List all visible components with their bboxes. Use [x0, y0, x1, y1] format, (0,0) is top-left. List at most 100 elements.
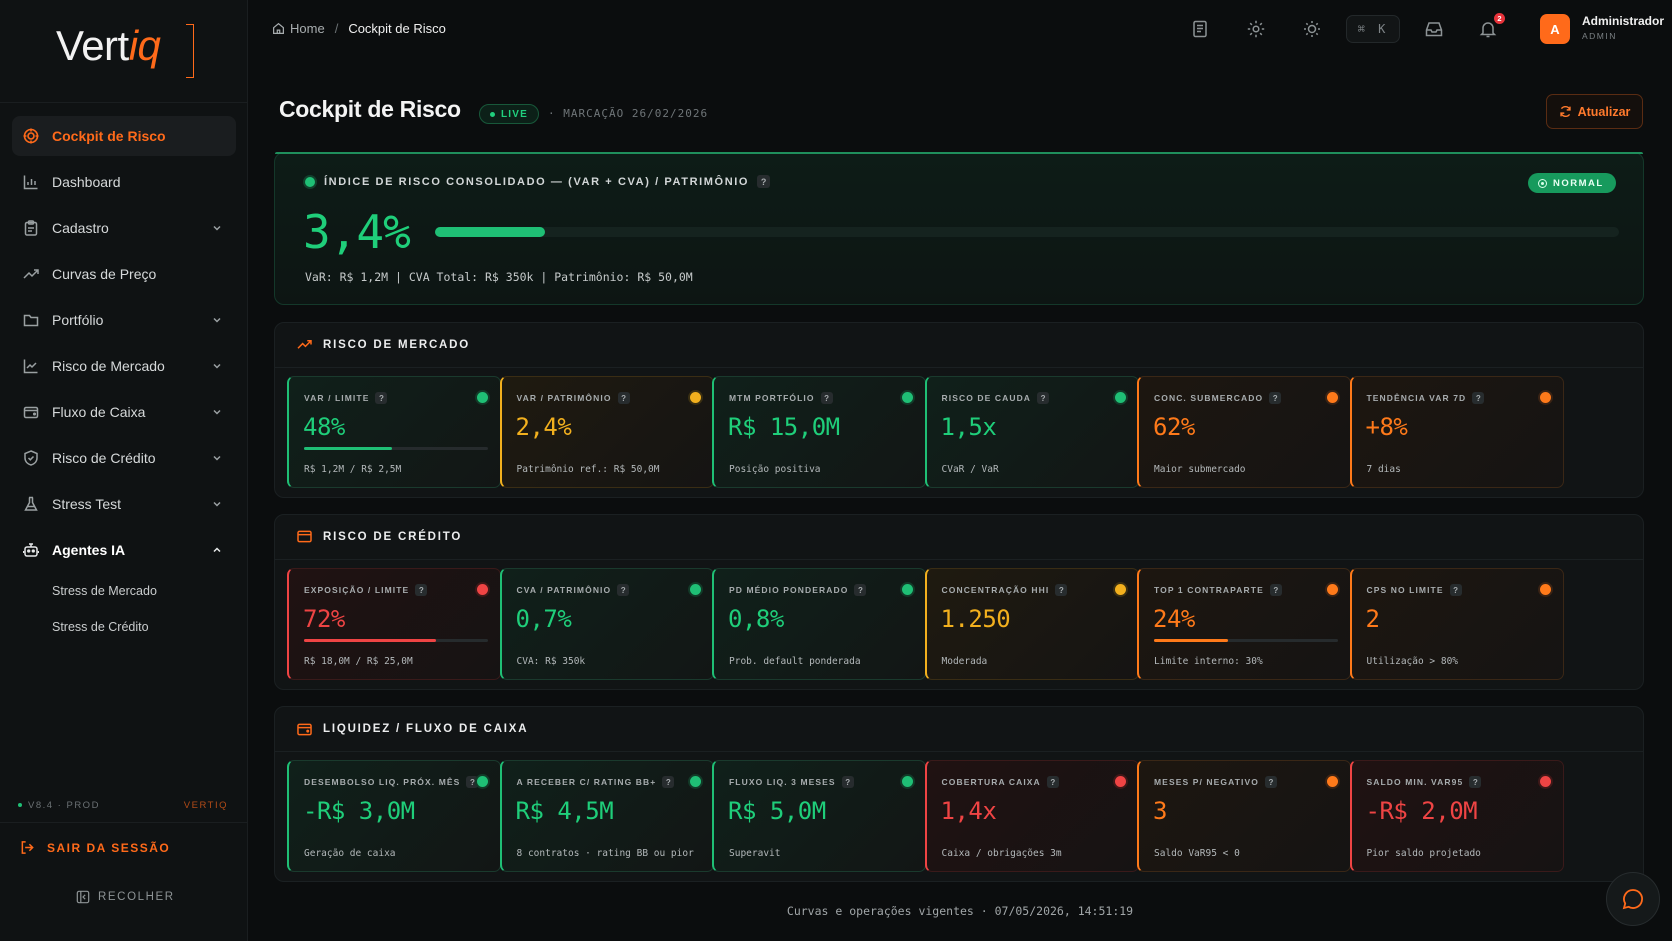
- help-icon[interactable]: ?: [1269, 392, 1282, 404]
- help-icon[interactable]: ?: [757, 175, 771, 188]
- help-icon[interactable]: ?: [820, 392, 833, 404]
- help-icon[interactable]: ?: [854, 584, 867, 596]
- metric-note: CVA: R$ 350k: [516, 656, 586, 667]
- status-badge: NORMAL: [1528, 173, 1616, 193]
- sidebar-subitem-stress-de-credito[interactable]: Stress de Crédito: [52, 620, 149, 634]
- help-icon[interactable]: ?: [1449, 584, 1462, 596]
- sidebar-item-curvas-de-preco[interactable]: Curvas de Preço: [12, 254, 236, 294]
- help-icon[interactable]: ?: [1269, 584, 1282, 596]
- help-icon[interactable]: ?: [1264, 776, 1277, 788]
- status-dot: [689, 776, 701, 787]
- chevron-up-icon: [213, 547, 221, 553]
- inbox-icon[interactable]: [1424, 19, 1444, 39]
- help-icon[interactable]: ?: [375, 392, 388, 404]
- metric-value: 0,8%: [728, 605, 784, 633]
- sidebar-item-risco-de-mercado[interactable]: Risco de Mercado: [12, 346, 236, 386]
- metric-card-top-1-contraparte[interactable]: TOP 1 CONTRAPARTE? 24% Limite interno: 30%: [1137, 568, 1351, 680]
- help-icon[interactable]: ?: [466, 776, 479, 788]
- help-icon[interactable]: ?: [1472, 392, 1485, 404]
- metric-label: VAR / LIMITE?: [304, 392, 388, 404]
- metric-note: Caixa / obrigações 3m: [941, 848, 1062, 859]
- metric-card-cps-no-limite[interactable]: CPS NO LIMITE? 2 Utilização > 80%: [1349, 568, 1564, 680]
- status-dot: [1539, 392, 1551, 403]
- sidebar-subitem-stress-de-mercado[interactable]: Stress de Mercado: [52, 584, 157, 598]
- metric-card-fluxo-liq-3-meses[interactable]: FLUXO LIQ. 3 MESES? R$ 5,0M Superavit: [712, 760, 926, 872]
- refresh-button[interactable]: Atualizar: [1546, 94, 1643, 129]
- collapse-icon: [76, 890, 90, 904]
- metric-note: R$ 1,2M / R$ 2,5M: [304, 464, 402, 475]
- sidebar-item-cockpit-de-risco[interactable]: Cockpit de Risco: [12, 116, 236, 156]
- collapse-sidebar-button[interactable]: RECOLHER: [76, 890, 175, 904]
- sidebar-item-dashboard[interactable]: Dashboard: [12, 162, 236, 202]
- status-dot: [1114, 392, 1126, 403]
- metric-note: Utilização > 80%: [1366, 656, 1459, 667]
- metric-card-var-patrimonio[interactable]: VAR / PATRIMÔNIO? 2,4% Patrimônio ref.: R$…: [499, 376, 714, 488]
- section-title: RISCO DE CRÉDITO: [297, 530, 462, 543]
- metric-card-saldo-min-var95[interactable]: SALDO MIN. VAR95? -R$ 2,0M Pior saldo proj…: [1349, 760, 1564, 872]
- status-dot: [1327, 392, 1338, 403]
- metric-card-conc-submercado[interactable]: CONC. SUBMERCADO? 62% Maior submercado: [1137, 376, 1351, 488]
- metric-card-cobertura-caixa[interactable]: COBERTURA CAIXA? 1,4x Caixa / obrigações 3…: [924, 760, 1139, 872]
- metric-value: 62%: [1153, 413, 1195, 441]
- metric-card-a-receber-c-rating-bb[interactable]: A RECEBER C/ RATING BB+? R$ 4,5M 8 contrat…: [499, 760, 714, 872]
- help-icon[interactable]: ?: [841, 776, 854, 788]
- sidebar-item-label: Portfólio: [52, 312, 104, 328]
- breadcrumb-home[interactable]: Home: [290, 21, 325, 36]
- version-brand: VERTIQ: [183, 800, 228, 811]
- bell-icon[interactable]: [1478, 19, 1498, 39]
- help-icon[interactable]: ?: [1046, 776, 1059, 788]
- metric-card-risco-de-cauda[interactable]: RISCO DE CAUDA? 1,5x CVaR / VaR: [924, 376, 1139, 488]
- status-dot: [689, 584, 701, 595]
- metric-note: Geração de caixa: [304, 848, 396, 859]
- metric-card-pd-medio-ponderado[interactable]: PD MÉDIO PONDERADO? 0,8% Prob. default pon…: [712, 568, 926, 680]
- metric-value: 1,4x: [940, 797, 997, 825]
- metric-card-meses-p-negativo[interactable]: MESES P/ NEGATIVO? 3 Saldo VaR95 < 0: [1137, 760, 1351, 872]
- footer-timestamp: Curvas e operações vigentes · 07/05/2026…: [786, 904, 1134, 918]
- help-icon[interactable]: ?: [662, 776, 675, 788]
- metric-note: Posição positiva: [729, 464, 821, 475]
- help-icon[interactable]: ?: [1037, 392, 1050, 404]
- risk-index-details: VaR: R$ 1,2M | CVA Total: R$ 350k | Patr…: [305, 270, 693, 284]
- sun-icon[interactable]: [1302, 19, 1322, 39]
- gear-icon[interactable]: [1246, 19, 1266, 39]
- status-dot: [1539, 776, 1551, 787]
- sidebar-item-fluxo-de-caixa[interactable]: Fluxo de Caixa: [12, 392, 236, 432]
- metric-card-concentracao-hhi[interactable]: CONCENTRAÇÃO HHI? 1.250 Moderada: [924, 568, 1139, 680]
- risk-index-progress-fill: [435, 227, 546, 237]
- metric-card-mtm-portfolio[interactable]: MTM PORTFÓLIO? R$ 15,0M Posição positiva: [712, 376, 926, 488]
- metric-card-desembolso-liq-prox-mes[interactable]: DESEMBOLSO LIQ. PRÓX. MÊS? -R$ 3,0M Geraçã…: [287, 760, 501, 872]
- logout-button[interactable]: SAIR DA SESSÃO: [20, 840, 170, 855]
- status-dot: [1327, 584, 1338, 595]
- avatar[interactable]: A: [1540, 14, 1570, 44]
- metric-progress: [304, 639, 488, 642]
- help-icon[interactable]: ?: [617, 392, 630, 404]
- logo[interactable]: Vertiq: [56, 22, 196, 82]
- metric-note: Patrimônio ref.: R$ 50,0M: [516, 464, 660, 475]
- bot-icon: [22, 541, 40, 559]
- section-risco-de-credito: RISCO DE CRÉDITO EXPOSIÇÃO / LIMITE? 72% R…: [274, 514, 1644, 690]
- chat-button[interactable]: [1606, 872, 1660, 926]
- metric-value: 1,5x: [940, 413, 997, 441]
- sidebar-item-risco-de-credito[interactable]: Risco de Crédito: [12, 438, 236, 478]
- command-palette-shortcut[interactable]: ⌘ K: [1346, 15, 1400, 43]
- metric-value: 1.250: [940, 605, 1011, 633]
- help-icon[interactable]: ?: [415, 584, 428, 596]
- user-name[interactable]: Administrador: [1582, 14, 1665, 28]
- help-icon[interactable]: ?: [617, 584, 630, 596]
- document-icon[interactable]: [1190, 19, 1210, 39]
- sidebar-item-cadastro[interactable]: Cadastro: [12, 208, 236, 248]
- metric-card-var-limite[interactable]: VAR / LIMITE? 48% R$ 1,2M / R$ 2,5M: [287, 376, 501, 488]
- sidebar-item-stress-test[interactable]: Stress Test: [12, 484, 236, 524]
- metric-card-cva-patrimonio[interactable]: CVA / PATRIMÔNIO? 0,7% CVA: R$ 350k: [499, 568, 714, 680]
- metric-card-exposicao-limite[interactable]: EXPOSIÇÃO / LIMITE? 72% R$ 18,0M / R$ 25,0…: [287, 568, 501, 680]
- sidebar-item-agentes-ia[interactable]: Agentes IA: [12, 530, 236, 570]
- metric-card-tendencia-var-7d[interactable]: TENDÊNCIA VAR 7D? +8% 7 dias: [1349, 376, 1564, 488]
- sidebar-item-label: Cockpit de Risco: [52, 128, 166, 144]
- live-dot: [490, 111, 495, 117]
- help-icon[interactable]: ?: [1055, 584, 1068, 596]
- marking-date: · MARCAÇÃO 26/02/2026: [548, 107, 709, 120]
- metric-progress: [304, 447, 488, 450]
- sidebar-item-portfolio[interactable]: Portfólio: [12, 300, 236, 340]
- help-icon[interactable]: ?: [1469, 776, 1482, 788]
- shield-icon: [22, 449, 40, 467]
